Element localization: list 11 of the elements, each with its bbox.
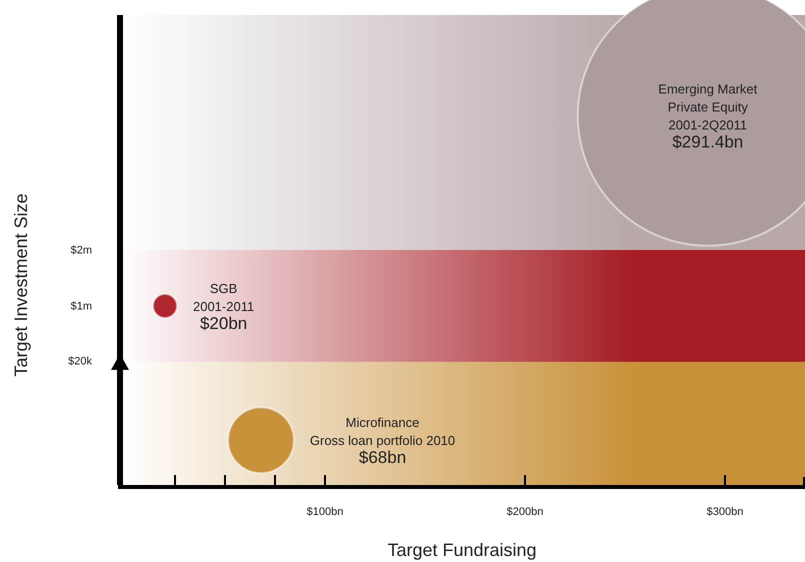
y-tick-label: $1m — [70, 300, 92, 312]
y-tick-label: $2m — [70, 244, 92, 257]
y-axis-title: Target Investment Size — [11, 193, 31, 377]
x-tick-label: $100bn — [306, 506, 344, 518]
x-tick-label: $200bn — [506, 506, 544, 518]
x-tick-label: $300bn — [706, 506, 744, 518]
y-tick-label: $20k — [68, 355, 92, 368]
annotation: Microfinance Gross loan portfolio 2010 $68bn — [310, 415, 456, 468]
annotation: SGB 2001-2011 $20bn — [192, 280, 254, 333]
x-axis-title: Target Fundraising — [387, 540, 537, 560]
annotation: Emerging Market Private Equity 2001-2Q2011 $291.4bn — [658, 82, 758, 152]
